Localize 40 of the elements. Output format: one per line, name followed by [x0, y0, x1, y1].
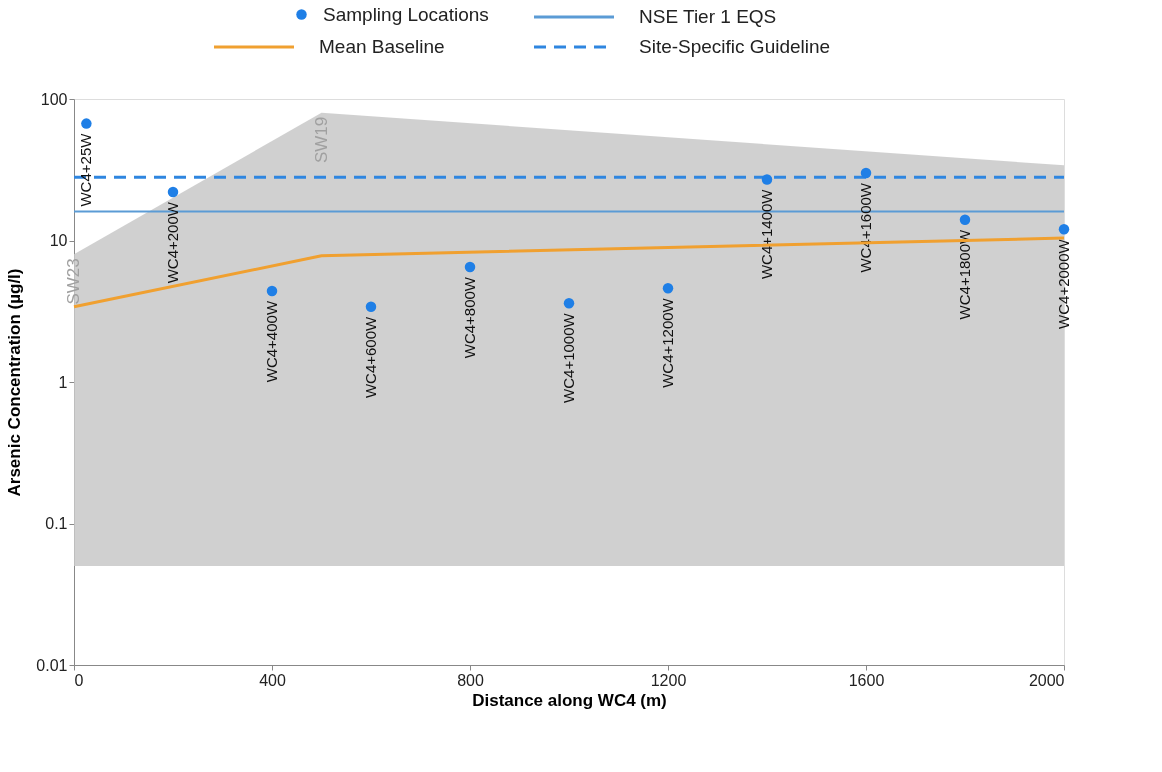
y-tick-label: 0.1 — [45, 515, 68, 532]
data-label: WC4+1400W — [758, 188, 775, 280]
point — [81, 118, 92, 129]
data-label: WC4+25W — [77, 132, 95, 207]
data-label: WC4+2000W — [1055, 238, 1072, 329]
legend-label: Mean Baseline — [319, 36, 445, 57]
data-label: WC4+1000W — [560, 312, 577, 403]
annotation: SW23 — [64, 258, 83, 305]
legend-label: NSE Tier 1 EQS — [639, 6, 777, 27]
point — [1058, 224, 1070, 235]
y-tick-label: 10 — [49, 232, 68, 249]
x-axis-title: Distance along WC4 (m) — [472, 690, 667, 710]
y-tick-label: 100 — [40, 90, 68, 108]
data-label: WC4+400W — [263, 300, 280, 383]
x-tick-label: 0 — [74, 671, 84, 689]
point — [761, 174, 773, 185]
point — [167, 186, 179, 198]
point — [365, 301, 377, 313]
y-axis-title: Arsenic Concentration (µg/l) — [5, 268, 25, 497]
x-tick-label: 400 — [259, 671, 286, 689]
data-label: WC4+1200W — [659, 297, 676, 388]
point — [959, 214, 971, 226]
x-tick-label: 1600 — [848, 671, 885, 689]
point — [563, 298, 575, 309]
data-label: WC4+800W — [461, 276, 478, 359]
legend-label: Site-Specific Guideline — [639, 36, 831, 57]
data-label: WC4+200W — [164, 201, 181, 284]
y-tick-label: 1 — [58, 373, 68, 391]
data-label: WC4+1800W — [956, 228, 973, 320]
data-label: WC4+1600W — [857, 182, 874, 273]
point — [860, 167, 872, 179]
point — [662, 282, 674, 294]
point — [266, 285, 278, 297]
x-tick-label: 1200 — [650, 671, 687, 689]
legend-label: Sampling Locations — [323, 3, 489, 25]
y-tick-label: 0.01 — [36, 656, 68, 674]
point — [464, 261, 476, 273]
data-label: WC4+600W — [362, 315, 379, 399]
x-tick-label: 800 — [457, 671, 484, 689]
x-tick-label: 2000 — [1028, 671, 1065, 689]
